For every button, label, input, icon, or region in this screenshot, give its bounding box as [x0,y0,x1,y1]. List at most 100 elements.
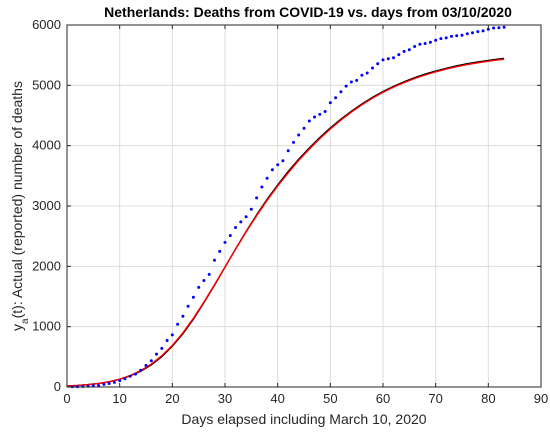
reported-deaths-point [423,42,427,45]
reported-deaths-point [234,226,237,229]
y-axis-label-subscript: a [20,318,31,324]
x-tick-label: 40 [270,391,284,406]
reported-deaths-point [170,333,174,337]
reported-deaths-point [139,368,143,372]
reported-deaths-point [339,90,343,94]
x-tick-label: 30 [218,391,232,406]
x-axis-label: Days elapsed including March 10, 2020 [181,411,426,427]
reported-deaths-point [486,27,490,31]
reported-deaths-point [318,112,322,116]
reported-deaths-point [439,37,443,41]
x-tick-label: 70 [428,391,442,406]
reported-deaths-point [186,304,190,308]
reported-deaths-point [344,84,348,88]
reported-deaths-point [155,352,158,356]
reported-deaths-point [213,258,216,262]
x-tick-label: 10 [112,391,126,406]
x-tick-label: 0 [63,391,70,406]
reported-deaths-point [97,384,101,388]
reported-deaths-point [123,377,127,381]
x-tick-label: 50 [323,391,337,406]
reported-deaths-point [276,163,280,167]
reported-deaths-point [191,295,195,299]
reported-deaths-point [302,126,306,130]
reported-deaths-point [197,285,201,289]
reported-deaths-point [297,133,301,137]
reported-deaths-point [492,26,496,30]
x-tick-label: 60 [376,391,390,406]
reported-deaths-point [402,49,406,53]
y-tick-label: 2000 [32,258,61,273]
reported-deaths-point [228,234,232,237]
reported-deaths-point [270,168,274,172]
reported-deaths-point [328,101,332,105]
reported-deaths-point [218,249,222,253]
reported-deaths-point [160,346,164,350]
reported-deaths-point [460,33,464,37]
reported-deaths-point [355,78,359,82]
reported-deaths-point [434,38,438,42]
reported-deaths-point [244,215,248,219]
reported-deaths-point [444,36,448,40]
reported-deaths-point [265,176,269,180]
y-tick-label: 6000 [32,17,61,32]
chart-title: Netherlands: Deaths from COVID-19 vs. da… [104,4,512,20]
reported-deaths-point [465,32,469,36]
reported-deaths-point [334,96,338,100]
y-axis-label: ya(t): Actual (reported) number of death… [9,81,31,331]
reported-deaths-point [397,53,401,57]
reported-deaths-point [144,364,148,367]
reported-deaths-point [497,26,501,30]
x-tick-label: 90 [534,391,548,406]
reported-deaths-point [360,73,364,77]
reported-deaths-point [376,62,380,66]
reported-deaths-point [323,110,327,113]
reported-deaths-point [349,80,353,84]
reported-deaths-point [476,30,480,34]
reported-deaths-point [202,279,206,282]
reported-deaths-point [118,379,122,383]
x-tick-label: 20 [165,391,179,406]
reported-deaths-point [165,339,169,342]
tick-marks [66,24,542,388]
y-tick-label: 1000 [32,319,61,334]
reported-deaths-point [128,374,132,378]
reported-deaths-point [481,29,485,33]
reported-deaths-point [102,382,106,386]
reported-deaths-point [381,58,385,62]
reported-deaths-point [418,42,422,46]
reported-deaths-point [134,372,137,376]
reported-deaths-point [450,34,453,38]
reported-deaths-point [502,25,506,29]
reported-deaths-point [181,314,185,318]
reported-deaths-point [260,185,264,189]
reported-deaths-point [471,31,474,35]
y-axis-label-suffix: (t): Actual (reported) number of deaths [9,81,25,318]
reported-deaths-point [371,66,374,70]
y-tick-label: 0 [54,379,61,394]
reported-deaths-point [428,40,432,44]
reported-deaths-point [255,196,259,200]
y-tick-label: 4000 [32,138,61,153]
reported-deaths-point [407,48,411,52]
reported-deaths-point [455,34,459,38]
reported-deaths-point [249,207,253,211]
reported-deaths-point [239,220,243,224]
x-axis-tick-labels: 0 10 20 30 40 50 60 70 80 90 [63,391,548,406]
reported-deaths-point [207,272,211,276]
plot-series [66,25,506,389]
x-tick-label: 80 [481,391,495,406]
reported-deaths-point [223,240,227,244]
reported-deaths-point [307,119,311,123]
reported-deaths-point [149,359,153,363]
reported-deaths-point [392,56,395,60]
reported-deaths-point [413,45,417,48]
reported-deaths-point [292,140,295,144]
y-axis-label-prefix: y [9,324,25,331]
reported-deaths-point [365,71,369,75]
reported-deaths-point [286,149,290,153]
y-axis-tick-labels: 0 1000 2000 3000 4000 5000 6000 [32,17,61,394]
reported-deaths-point [107,382,111,385]
